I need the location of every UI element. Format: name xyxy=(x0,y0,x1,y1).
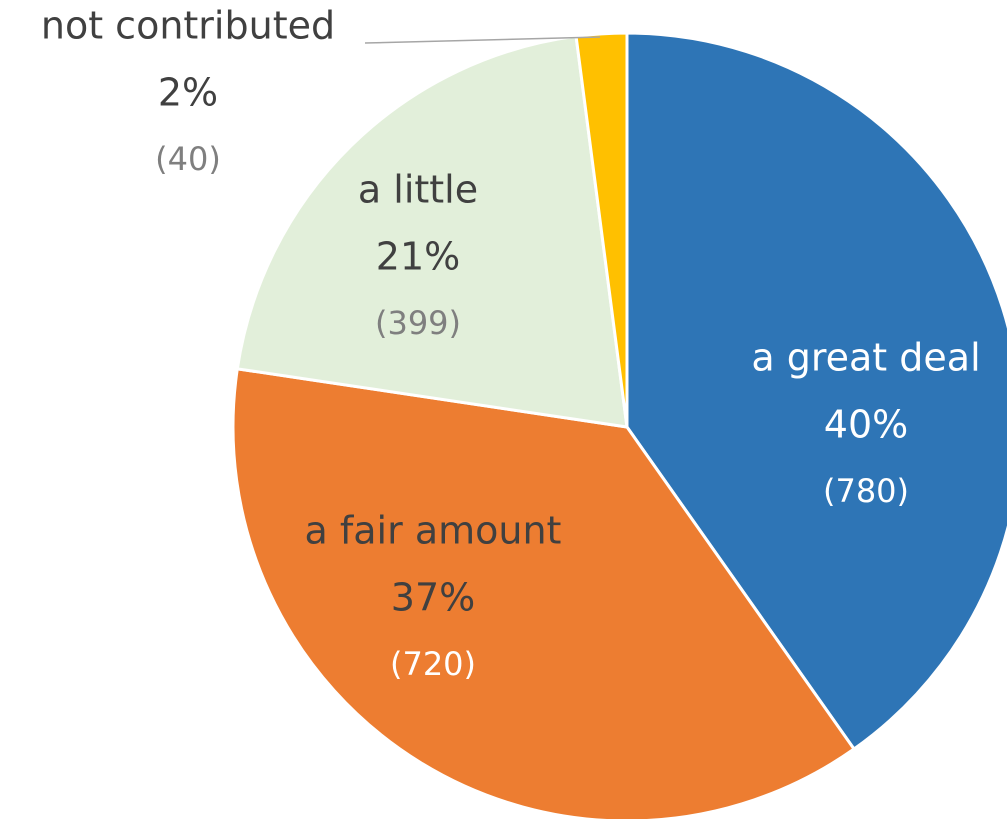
labels: a great deal 40% (780) a fair amount 37% (720… xyxy=(41,4,981,684)
pie-slice xyxy=(235,34,629,429)
slice-count: (720) xyxy=(390,645,476,683)
pie-slice xyxy=(574,31,629,428)
slice-percent: 2% xyxy=(158,71,218,115)
pie-slice xyxy=(625,31,1007,752)
slice-name: a great deal xyxy=(751,336,980,380)
slices xyxy=(231,31,1007,819)
slice-name: a fair amount xyxy=(305,509,562,553)
slice-count: (40) xyxy=(155,140,221,178)
leader-line xyxy=(364,36,601,44)
slice-percent: 40% xyxy=(824,403,908,447)
slice-percent: 21% xyxy=(376,235,460,279)
slice-count: (780) xyxy=(823,472,909,510)
pie-slice xyxy=(231,367,857,819)
slice-name: not contributed xyxy=(41,4,335,48)
slice-percent: 37% xyxy=(391,576,475,620)
slice-count: (399) xyxy=(375,304,461,342)
slice-name: a little xyxy=(358,168,478,212)
